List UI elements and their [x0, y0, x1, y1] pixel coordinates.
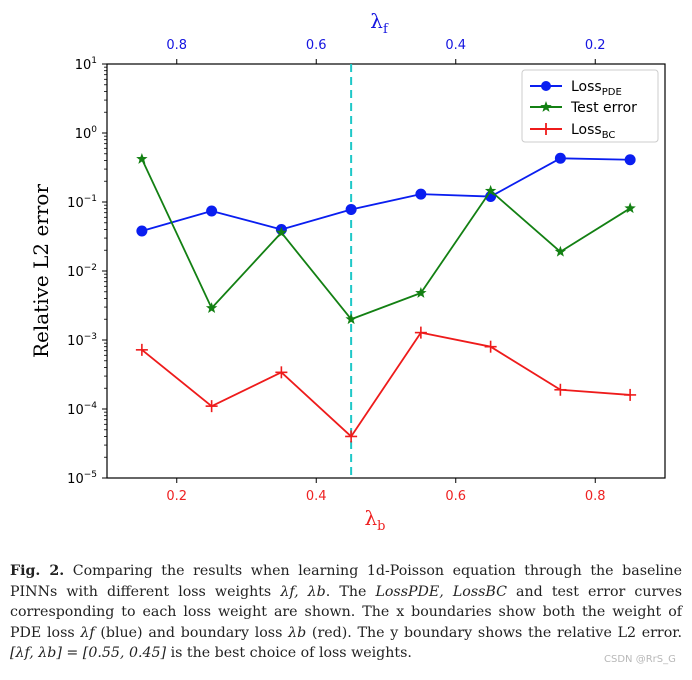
y-axis-ticks: 10−5 10−4 10−3 10−2 10−1 100 101: [67, 56, 107, 487]
y-tick-label: 100: [75, 125, 98, 142]
point-loss-pde: [206, 205, 218, 217]
caption-label: Fig. 2.: [10, 563, 65, 579]
x-top-tick-label: 0.6: [306, 38, 327, 53]
point-loss-bc: [624, 388, 637, 401]
y-tick-label: 10−5: [67, 470, 97, 487]
point-loss-pde: [624, 154, 636, 166]
series-line-loss-bc: [141, 331, 631, 438]
point-test-error: [345, 313, 357, 325]
point-loss-bc: [484, 340, 497, 353]
legend-box: [521, 69, 659, 143]
x-bottom-tick-label: 0.4: [306, 489, 327, 504]
legend-entry-loss-bc: LossBC: [530, 122, 615, 141]
point-loss-pde: [345, 203, 357, 215]
caption-line-2e: and test error: [506, 583, 626, 600]
caption-line-2a: baseline PINNs with different loss weigh…: [10, 563, 682, 600]
legend-label-test-error: Test error: [570, 100, 637, 116]
caption-lambda-pair: λf, λb: [280, 583, 326, 600]
y-tick-label: 10−4: [67, 401, 97, 418]
point-loss-bc: [205, 400, 218, 413]
caption-line-4e: (red). The y boundary shows: [306, 624, 523, 641]
point-loss-bc: [414, 326, 427, 339]
legend-entry-test-error: Test error: [530, 100, 637, 116]
legend-marker-loss-pde: [541, 81, 551, 91]
x-axis-bottom-ticks: 0.2 0.4 0.6 0.8: [166, 478, 606, 504]
watermark: CSDN @RrS_G: [604, 654, 676, 665]
point-loss-pde: [554, 152, 566, 164]
x-axis-bottom-label: λb: [364, 506, 385, 534]
point-test-error: [484, 184, 497, 196]
x-axis-top-label: λf: [370, 9, 389, 37]
legend-label-loss-bc: LossBC: [571, 122, 615, 141]
point-test-error: [415, 286, 427, 298]
point-test-error: [275, 226, 288, 238]
y-tick-label: 10−3: [67, 332, 97, 349]
y-axis-label: Relative L2 error: [29, 184, 53, 359]
caption-line-5a: the relative L2 error.: [528, 624, 682, 641]
caption-line-2c: . The: [325, 583, 376, 600]
caption-loss-names: LossPDE, LossBC: [375, 583, 507, 600]
caption-line-1: Comparing the results when learning 1d-P…: [72, 563, 614, 579]
caption-line-4c: (blue) and boundary loss: [94, 624, 289, 641]
figure-caption: Fig. 2. Comparing the results when learn…: [10, 561, 682, 664]
caption-lambda-b: λb: [288, 624, 307, 641]
point-test-error: [554, 245, 567, 257]
caption-line-5c: is the best choice of loss weights.: [166, 645, 412, 661]
point-loss-bc: [135, 343, 148, 356]
point-loss-bc: [275, 366, 288, 379]
legend-marker-test-error: [540, 101, 552, 112]
point-test-error: [205, 302, 218, 313]
series-layer: [135, 152, 637, 443]
point-test-error: [624, 202, 636, 214]
y-tick-label: 101: [75, 56, 97, 73]
x-top-tick-label: 0.4: [445, 38, 466, 53]
point-loss-bc: [345, 430, 358, 443]
series-line-loss-pde: [141, 157, 631, 232]
x-top-tick-label: 0.2: [585, 38, 606, 53]
y-tick-label: 10−1: [67, 194, 97, 211]
point-loss-bc: [554, 383, 567, 396]
caption-best-choice: [λf, λb] = [0.55, 0.45]: [10, 645, 167, 661]
caption-line-4a: the weight of PDE loss: [10, 604, 682, 641]
x-top-tick-label: 0.8: [166, 38, 187, 53]
point-test-error: [136, 153, 148, 164]
x-bottom-tick-label: 0.6: [445, 489, 466, 504]
x-axis-top-ticks: 0.8 0.6 0.4 0.2: [166, 38, 606, 64]
x-bottom-tick-label: 0.2: [166, 489, 187, 504]
legend-entry-loss-pde: LossPDE: [530, 79, 622, 98]
legend: LossPDE Test error LossBC: [521, 69, 659, 143]
legend-label-loss-pde: LossPDE: [571, 79, 622, 98]
x-bottom-tick-label: 0.8: [585, 489, 606, 504]
series-line-test-error: [141, 158, 631, 321]
y-tick-label: 10−2: [67, 263, 97, 280]
point-loss-pde: [415, 188, 427, 200]
caption-line-3: curves corresponding to each loss weight…: [10, 583, 682, 621]
caption-lambda-f: λf: [80, 624, 95, 641]
point-loss-pde: [136, 225, 148, 237]
